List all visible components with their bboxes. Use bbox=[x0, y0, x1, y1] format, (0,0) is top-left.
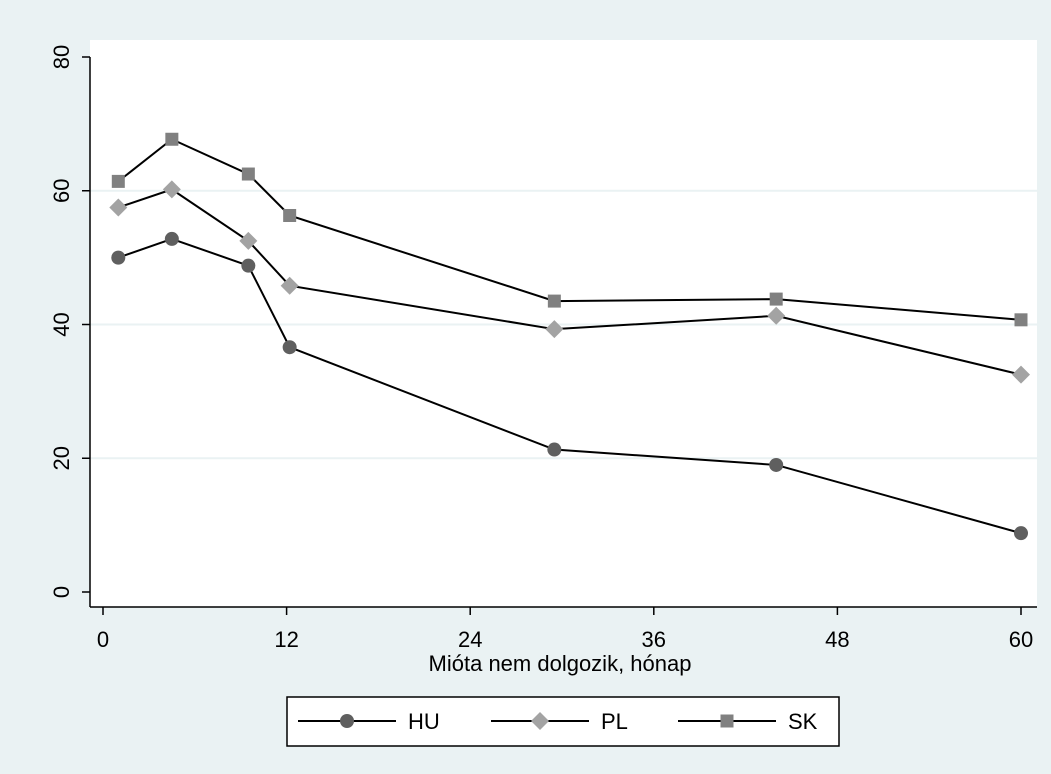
x-axis-title: Mióta nem dolgozik, hónap bbox=[429, 651, 692, 676]
x-tick-label: 24 bbox=[458, 627, 482, 652]
series-markers bbox=[109, 132, 1030, 541]
y-tick-label: 20 bbox=[49, 446, 74, 470]
data-point-hu bbox=[282, 340, 297, 355]
y-tick-label: 60 bbox=[49, 179, 74, 203]
legend-marker-pl bbox=[531, 712, 549, 730]
data-point-sk bbox=[283, 208, 297, 222]
data-point-hu bbox=[241, 258, 256, 273]
data-point-hu bbox=[111, 250, 126, 265]
data-point-sk bbox=[241, 167, 255, 181]
data-point-pl bbox=[545, 320, 564, 339]
data-point-pl bbox=[239, 231, 258, 250]
y-tick-label: 40 bbox=[49, 312, 74, 336]
data-point-pl bbox=[280, 276, 299, 295]
data-point-pl bbox=[109, 198, 128, 217]
data-point-pl bbox=[1012, 365, 1030, 384]
data-point-sk bbox=[769, 292, 783, 306]
data-point-pl bbox=[767, 306, 786, 325]
data-point-hu bbox=[1014, 526, 1028, 541]
data-point-sk bbox=[165, 132, 179, 146]
legend-label-sk: SK bbox=[788, 709, 818, 734]
legend-marker-hu bbox=[340, 714, 354, 728]
gridlines bbox=[90, 189, 1037, 460]
legend-label-hu: HU bbox=[408, 709, 440, 734]
legend-label-pl: PL bbox=[601, 709, 628, 734]
data-point-sk bbox=[1014, 313, 1028, 327]
data-point-sk bbox=[547, 294, 561, 308]
x-tick-label: 0 bbox=[97, 627, 109, 652]
legend: HU PL SK bbox=[286, 696, 840, 747]
x-tick-label: 60 bbox=[1009, 627, 1033, 652]
data-point-hu bbox=[769, 457, 784, 472]
y-tick-label: 80 bbox=[49, 45, 74, 69]
data-point-hu bbox=[164, 231, 179, 246]
legend-marker-sk bbox=[720, 714, 734, 728]
data-point-hu bbox=[547, 442, 562, 457]
x-tick-label: 12 bbox=[274, 627, 298, 652]
data-point-pl bbox=[162, 180, 181, 199]
axes: 0 20 40 60 80 0 12 24 36 48 60 bbox=[49, 45, 1037, 652]
x-tick-label: 36 bbox=[642, 627, 666, 652]
data-point-sk bbox=[111, 174, 125, 188]
x-tick-label: 48 bbox=[825, 627, 849, 652]
y-tick-label: 0 bbox=[49, 586, 74, 598]
